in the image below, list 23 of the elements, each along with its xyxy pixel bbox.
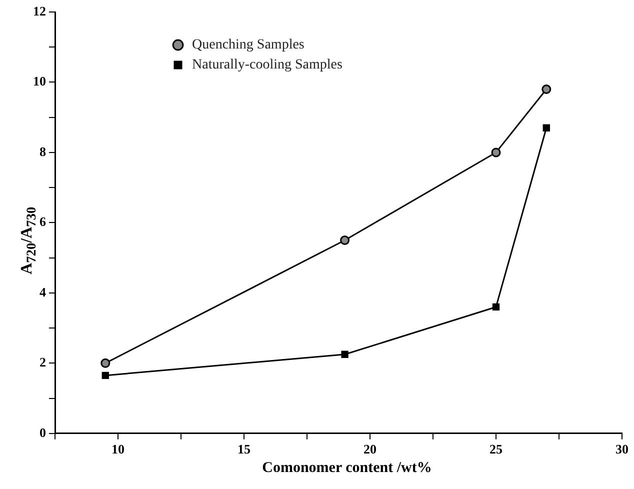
y-tick-label: 0 bbox=[40, 424, 46, 440]
point bbox=[542, 124, 550, 132]
y-tick-label: 6 bbox=[40, 214, 46, 230]
x-tick-label: 20 bbox=[364, 442, 376, 457]
point bbox=[492, 303, 500, 311]
point bbox=[341, 350, 348, 358]
point bbox=[340, 236, 350, 246]
legend-label: Naturally-cooling Samples bbox=[192, 58, 342, 73]
y-tick-label: 4 bbox=[40, 284, 46, 300]
point bbox=[102, 372, 109, 380]
y-tick-label: 8 bbox=[40, 144, 46, 159]
point bbox=[491, 148, 501, 158]
y-tick-label: 10 bbox=[33, 74, 46, 89]
x-axis-title: Comonomer content /wt% bbox=[261, 460, 433, 477]
x-tick-label: 15 bbox=[238, 442, 251, 457]
legend-label: Quenching Samples bbox=[192, 38, 304, 53]
x-tick-label: 25 bbox=[490, 442, 503, 457]
point bbox=[100, 358, 110, 368]
y-tick-label: 2 bbox=[40, 354, 46, 370]
y-tick-label: 12 bbox=[33, 3, 46, 18]
x-tick-label: 30 bbox=[616, 442, 628, 457]
point bbox=[542, 84, 552, 94]
x-tick-label: 10 bbox=[112, 442, 124, 457]
